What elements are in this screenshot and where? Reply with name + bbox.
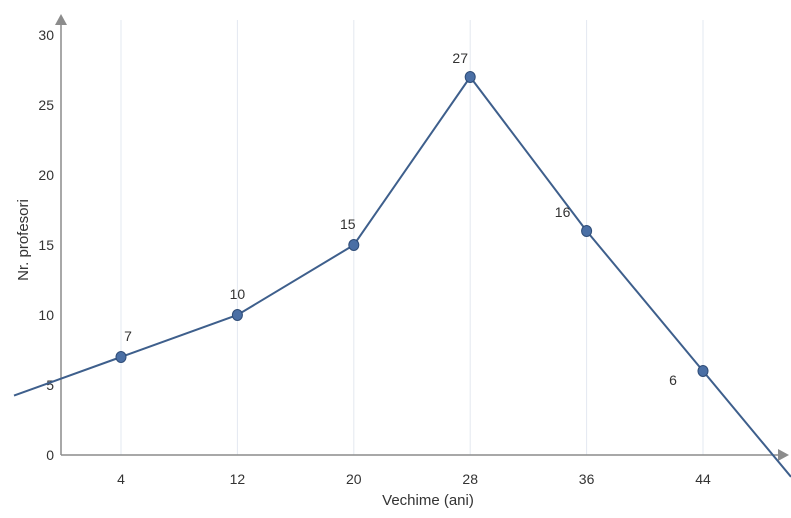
y-tick-label-0: 0: [46, 447, 54, 463]
data-point-44: [697, 365, 709, 377]
axes: [55, 14, 789, 461]
y-tick-label-20: 20: [38, 167, 54, 183]
data-point-20: [348, 239, 360, 251]
data-label-12: 10: [230, 286, 246, 302]
x-tick-label-20: 20: [346, 471, 362, 487]
data-labels: 7 10 15 27 16 6: [124, 50, 677, 388]
data-point-28: [464, 71, 476, 83]
x-tick-label-44: 44: [695, 471, 711, 487]
y-tick-label-25: 25: [38, 97, 54, 113]
x-tick-label-36: 36: [579, 471, 595, 487]
x-axis-title: Vechime (ani): [382, 492, 474, 509]
x-tick-labels: 4 12 20 28 36 44: [117, 471, 711, 487]
data-label-20: 15: [340, 216, 356, 232]
y-tick-label-10: 10: [38, 307, 54, 323]
x-tick-label-28: 28: [462, 471, 478, 487]
data-label-44: 6: [669, 372, 677, 388]
data-label-28: 27: [452, 50, 468, 66]
x-axis-arrow: [778, 449, 789, 461]
data-label-4: 7: [124, 328, 132, 344]
y-tick-label-15: 15: [38, 237, 54, 253]
y-tick-label-30: 30: [38, 27, 54, 43]
data-point-12: [231, 309, 243, 321]
gridlines: [120, 20, 704, 455]
data-points: [115, 71, 709, 377]
data-point-4: [115, 351, 127, 363]
series-line-path: [13, 75, 791, 478]
y-tick-label-5: 5: [46, 377, 54, 393]
x-tick-label-4: 4: [117, 471, 125, 487]
x-tick-label-12: 12: [230, 471, 246, 487]
data-label-36: 16: [555, 204, 571, 220]
y-axis-arrow: [55, 14, 67, 25]
series-line: [13, 75, 791, 478]
y-axis-title: Nr. profesori: [15, 199, 32, 281]
data-point-36: [581, 225, 593, 237]
y-tick-labels: 0 5 10 15 20 25 30: [38, 27, 54, 463]
